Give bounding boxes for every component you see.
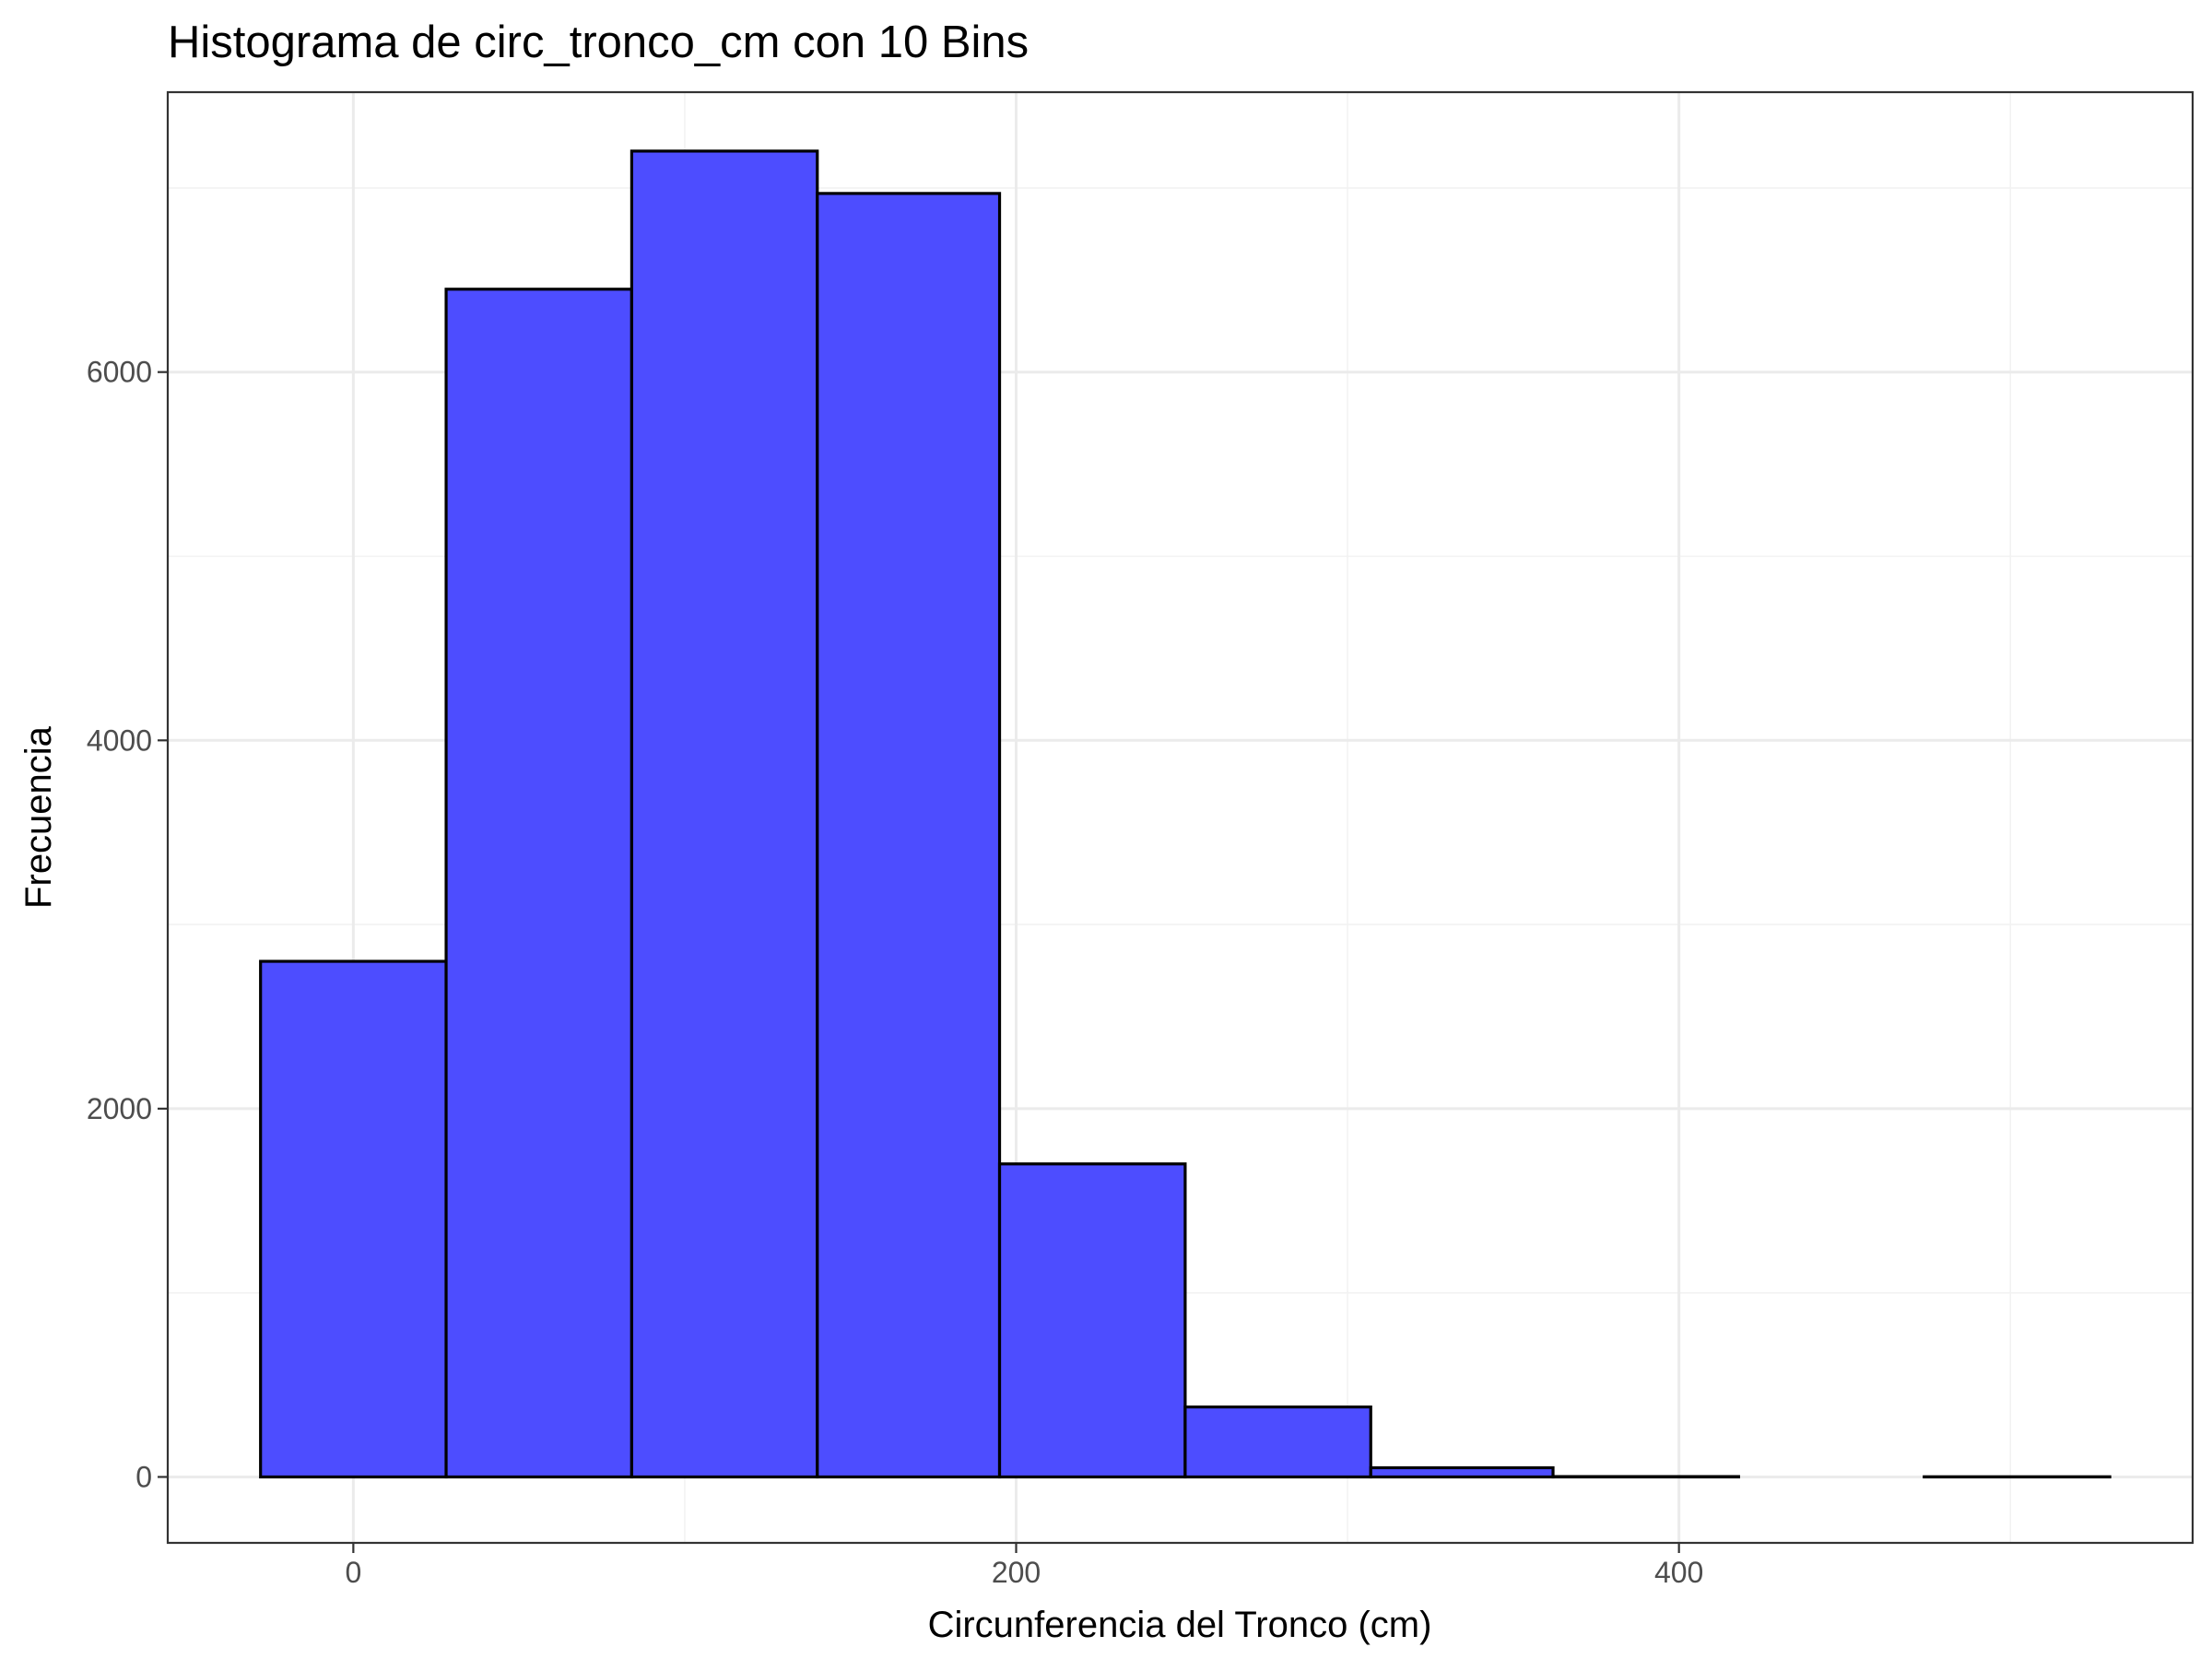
plot-panel-border [166,90,2194,1545]
histogram-bar-7 [1369,1465,1555,1479]
y-axis-ticks: 0 2000 4000 6000 [87,356,168,1493]
y-tick-label: 0 [135,1460,152,1493]
histogram-bar-3 [629,149,819,1479]
x-tick-label: 200 [992,1556,1041,1589]
x-axis-title: Circunferencia del Tronco (cm) [928,1605,1432,1645]
x-tick-label: 0 [345,1556,361,1589]
y-tick-label: 2000 [87,1092,152,1125]
chart-title: Histograma de circ_tronco_cm con 10 Bins [168,18,1029,67]
x-tick-label: 400 [1654,1556,1703,1589]
histogram-bar-1 [259,959,448,1479]
histogram-bar-2 [444,288,634,1479]
y-axis-title: Frecuencia [18,725,59,909]
histogram-bars [259,149,2112,1479]
x-axis-ticks: 0 200 400 [345,1543,1703,1589]
histogram-bar-4 [816,192,1002,1479]
histogram-bar-5 [997,1162,1187,1479]
y-tick-label: 4000 [87,724,152,757]
histogram-bar-6 [1183,1405,1372,1479]
y-tick-label: 6000 [87,356,152,389]
